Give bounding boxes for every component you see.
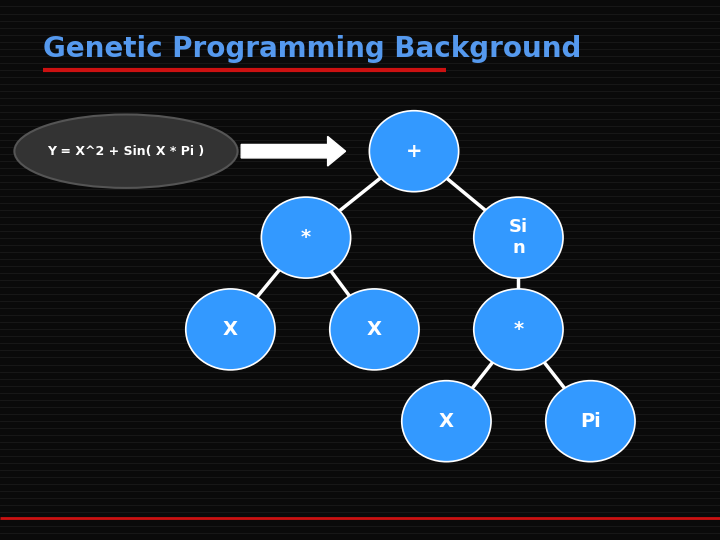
Ellipse shape (261, 197, 351, 278)
Text: X: X (367, 320, 382, 339)
Ellipse shape (330, 289, 419, 370)
Ellipse shape (474, 289, 563, 370)
Ellipse shape (14, 114, 238, 188)
Ellipse shape (474, 197, 563, 278)
Text: *: * (301, 228, 311, 247)
Ellipse shape (369, 111, 459, 192)
FancyArrow shape (241, 137, 346, 166)
Text: Si
n: Si n (509, 218, 528, 257)
Text: Genetic Programming Background: Genetic Programming Background (43, 35, 582, 63)
Text: X: X (223, 320, 238, 339)
Text: X: X (439, 411, 454, 431)
Ellipse shape (186, 289, 275, 370)
Text: +: + (406, 141, 422, 161)
Text: Pi: Pi (580, 411, 600, 431)
Ellipse shape (402, 381, 491, 462)
Text: Y = X^2 + Sin( X * Pi ): Y = X^2 + Sin( X * Pi ) (48, 145, 204, 158)
Ellipse shape (546, 381, 635, 462)
Text: *: * (513, 320, 523, 339)
